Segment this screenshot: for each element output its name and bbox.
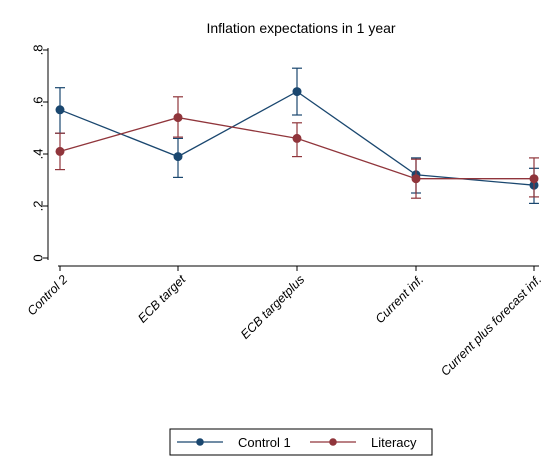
data-point xyxy=(55,105,65,115)
x-tick-label: ECB targetplus xyxy=(238,272,307,341)
legend-marker-literacy xyxy=(329,438,337,446)
data-point xyxy=(292,133,302,143)
axes: 0 .2 .4 .6 .8 Control 2 ECB target ECB targetpl… xyxy=(25,45,541,379)
series-literacy xyxy=(55,96,539,199)
y-tick-label: .2 xyxy=(31,201,46,212)
x-tick-label: Current inf. xyxy=(373,272,427,326)
y-tick-label: .4 xyxy=(31,149,46,160)
y-tick-label: .8 xyxy=(31,45,46,56)
chart-marks xyxy=(55,67,539,204)
legend-label-literacy: Literacy xyxy=(371,435,417,450)
y-tick-label: 0 xyxy=(31,254,46,261)
legend-label-control-1: Control 1 xyxy=(238,435,291,450)
legend-marker-control-1 xyxy=(196,438,204,446)
chart-title: Inflation expectations in 1 year xyxy=(206,20,395,36)
data-point xyxy=(173,152,183,162)
y-tick-label: .6 xyxy=(31,97,46,108)
x-tick-label: Current plus forecast inf. xyxy=(438,272,541,378)
x-tick-label: Control 2 xyxy=(25,272,71,318)
data-point xyxy=(292,87,302,97)
data-point xyxy=(173,113,183,123)
data-point xyxy=(55,146,65,156)
x-tick-label: ECB target xyxy=(135,272,189,326)
legend: Control 1 Literacy xyxy=(169,428,433,456)
data-point xyxy=(529,174,539,184)
data-point xyxy=(411,174,421,184)
